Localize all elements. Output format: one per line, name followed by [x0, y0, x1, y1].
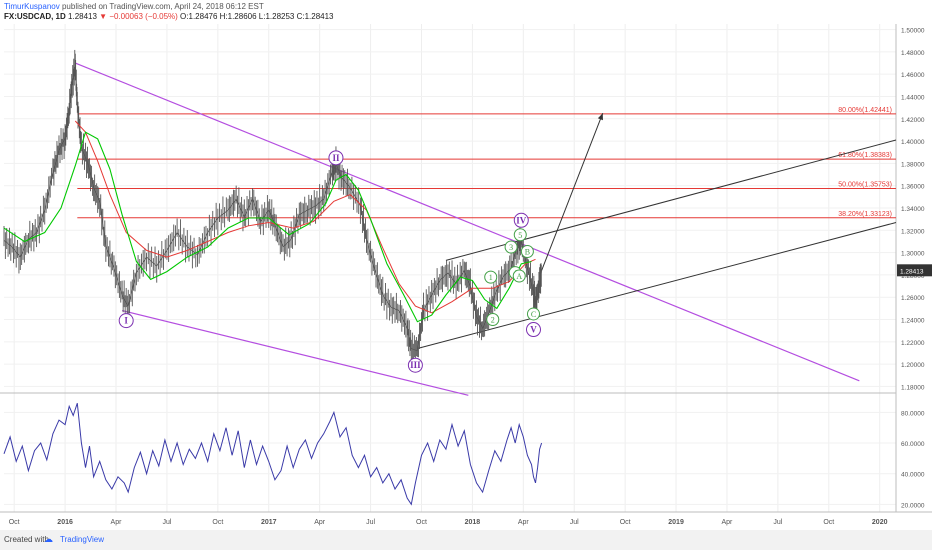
time-tick-label: Jul [773, 519, 782, 526]
time-tick-label: Apr [518, 519, 530, 526]
channel-line [121, 310, 469, 396]
price-tick-label: 1.46000 [901, 72, 925, 79]
time-tick-label: Apr [111, 519, 123, 526]
osc-tick-label: 60.0000 [901, 441, 925, 448]
chart-header: TimurKuspanov published on TradingView.c… [0, 0, 900, 24]
wave-label-III: III [410, 360, 421, 370]
price-tick-label: 1.34000 [901, 206, 925, 213]
chart-canvas[interactable]: 80.00%(1.42441) 61.80%(1.38383) 50.00%(1.3… [0, 0, 932, 530]
price-tick-label: 1.48000 [901, 50, 925, 57]
price-tick-label: 1.28000 [901, 273, 925, 280]
fib-label: 38.20%(1.33123) [838, 211, 892, 218]
forecast-arrow-head [597, 113, 603, 121]
wave-label-circle [407, 357, 423, 373]
trend-line [417, 222, 897, 349]
wave-label-I: I [124, 316, 128, 326]
time-tick-label: 2016 [57, 519, 73, 526]
time-tick-label: Jul [366, 519, 375, 526]
time-tick-label: Jul [570, 519, 579, 526]
wave-label-circle [484, 270, 498, 284]
sma-slow-line [74, 120, 536, 314]
oscillator-line [3, 403, 543, 506]
wave-label-5: 5 [518, 231, 522, 240]
wave-label-A: A [516, 272, 522, 281]
time-tick-label: Oct [212, 519, 223, 526]
wave-label-circle [512, 269, 526, 283]
price-tick-label: 1.26000 [901, 295, 925, 302]
fib-label: 80.00%(1.42441) [838, 107, 892, 114]
publish-line: TimurKuspanov published on TradingView.c… [4, 2, 264, 11]
price-tick-label: 1.18000 [901, 384, 925, 391]
grid [0, 24, 932, 513]
fibonacci-levels: 80.00%(1.42441) 61.80%(1.38383) 50.00%(1.3… [77, 107, 896, 219]
last-price-label: 1.28413 [900, 268, 924, 275]
last-price-badge [897, 264, 932, 277]
wave-label-C: C [531, 310, 536, 319]
price-tick-label: 1.32000 [901, 228, 925, 235]
wave-label-2: 2 [491, 316, 495, 325]
last-price: 1.28413 [68, 12, 97, 21]
wave-label-3: 3 [509, 243, 513, 252]
osc-tick-label: 80.0000 [901, 410, 925, 417]
channel-line [75, 62, 860, 382]
osc-tick-label: 20.0000 [901, 502, 925, 509]
time-tick-label: 2019 [668, 519, 684, 526]
time-tick-label: 2020 [872, 519, 888, 526]
wave-label-IV: IV [516, 215, 527, 225]
price-tick-label: 1.24000 [901, 318, 925, 325]
oscillator-pane [3, 403, 543, 506]
axes: 1.50000 1.48000 1.46000 1.44000 1.42000 1.400… [9, 28, 932, 526]
price-tick-label: 1.22000 [901, 340, 925, 347]
wave-label-circle [513, 228, 527, 242]
wave-label-V: V [530, 325, 537, 335]
price-tick-label: 1.20000 [901, 362, 925, 369]
tradingview-brand[interactable]: TradingView [60, 535, 105, 544]
price-tick-label: 1.42000 [901, 117, 925, 124]
time-tick-label: Oct [620, 519, 631, 526]
wave-label-circle [513, 212, 529, 228]
symbol-line: FX:USDCAD, 1D 1.28413 ▼ −0.00063 (−0.05%… [4, 12, 334, 21]
time-tick-label: 2018 [465, 519, 481, 526]
published-text: published on TradingView.com, April 24, … [61, 2, 264, 11]
time-tick-label: Oct [823, 519, 834, 526]
price-change: ▼ −0.00063 (−0.05%) [99, 12, 178, 21]
time-tick-label: Jul [162, 519, 171, 526]
price-tick-label: 1.50000 [901, 28, 925, 35]
wave-label-circle [520, 244, 534, 258]
footer: Created with ☁ TradingView [0, 530, 932, 550]
wave-label-circle [328, 150, 344, 166]
time-tick-label: Apr [722, 519, 734, 526]
time-tick-label: 2017 [261, 519, 277, 526]
forecast-arrow-line [541, 113, 604, 271]
price-tick-label: 1.40000 [901, 139, 925, 146]
price-tick-label: 1.36000 [901, 184, 925, 191]
wave-label-circle [486, 313, 500, 327]
osc-tick-label: 40.0000 [901, 472, 925, 479]
author-link[interactable]: TimurKuspanov [4, 2, 60, 11]
symbol-name: FX:USDCAD, 1D [4, 12, 66, 21]
price-tick-label: 1.30000 [901, 251, 925, 258]
drawn-lines [75, 62, 897, 396]
fib-label: 50.00%(1.35753) [838, 181, 892, 188]
wave-label-circle [525, 322, 541, 338]
wave-label-circle [526, 307, 540, 321]
ohlc-values: O:1.28476 H:1.28606 L:1.28253 C:1.28413 [180, 12, 334, 21]
time-tick-label: Oct [416, 519, 427, 526]
wave-labels: IIIIIIIVV12345ABC [118, 150, 541, 373]
time-tick-label: Oct [9, 519, 20, 526]
tradingview-cloud-icon: ☁ [44, 534, 53, 544]
sma-fast-line [3, 131, 532, 323]
wave-label-1: 1 [489, 273, 493, 282]
wave-label-B: B [525, 247, 530, 256]
wave-label-circle [118, 313, 134, 329]
price-tick-label: 1.44000 [901, 94, 925, 101]
time-tick-label: Apr [314, 519, 326, 526]
wave-label-II: II [332, 153, 340, 163]
created-with-text: Created with [4, 535, 49, 544]
fib-label: 61.80%(1.38383) [838, 152, 892, 159]
price-series [3, 49, 542, 367]
price-tick-label: 1.38000 [901, 161, 925, 168]
wave-label-circle [504, 240, 518, 254]
